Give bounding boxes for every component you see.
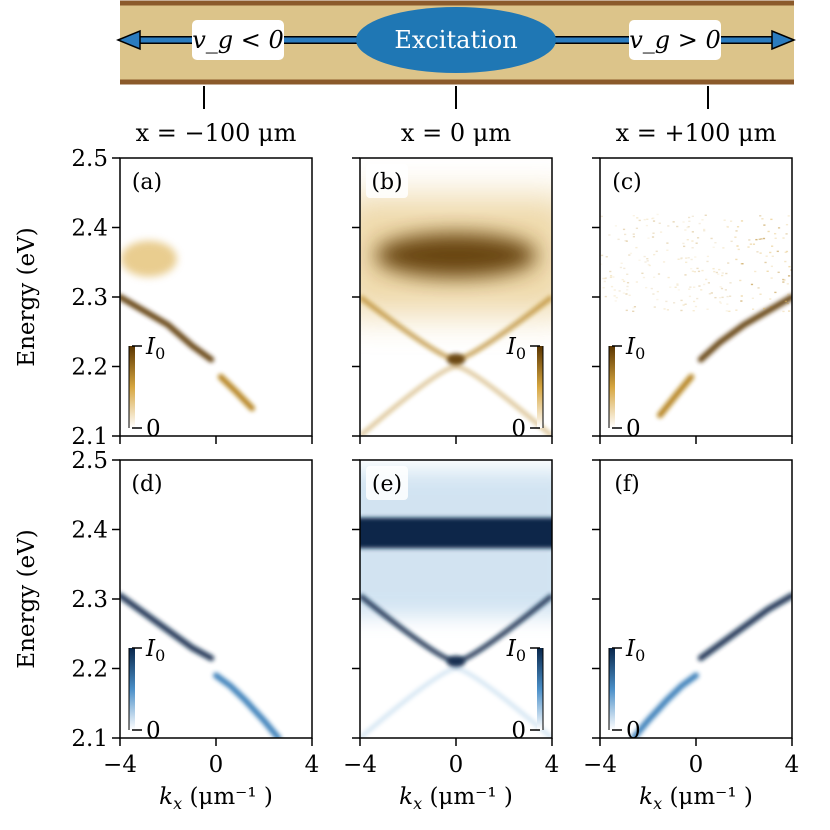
feature-c-branch-1 bbox=[657, 373, 695, 419]
heatmap-f bbox=[630, 592, 792, 738]
x-tick-label: −4 bbox=[103, 752, 137, 778]
panel-b: (b)I00 bbox=[352, 157, 553, 444]
heatmap-c bbox=[600, 213, 792, 419]
panel-label-box bbox=[606, 466, 648, 500]
heatmap-b bbox=[360, 196, 552, 436]
right-arrowhead bbox=[771, 29, 796, 51]
feature-b-band-0 bbox=[375, 233, 537, 278]
feature-f-branch-0 bbox=[697, 592, 792, 662]
position-label-center: x = 0 μm bbox=[401, 119, 511, 147]
right-label: v_g > 0 bbox=[629, 26, 721, 54]
panel-label-e: (e) bbox=[372, 472, 402, 497]
heatmap-e bbox=[360, 470, 552, 738]
y-tick-label: 2.4 bbox=[71, 216, 108, 242]
panel-label-box bbox=[606, 164, 648, 198]
x-tick-label: −4 bbox=[583, 752, 617, 778]
colorbar-min-label: 0 bbox=[626, 416, 641, 442]
y-tick-label: 2.4 bbox=[71, 518, 108, 544]
plot-area bbox=[120, 460, 312, 738]
left-label: v_g < 0 bbox=[192, 26, 284, 54]
right-label-box bbox=[629, 20, 721, 60]
feature-f-branch-1 bbox=[630, 672, 699, 738]
y-tick-label: 2.1 bbox=[71, 424, 108, 450]
panel-label-box bbox=[126, 466, 168, 500]
heatmap-a bbox=[120, 240, 255, 412]
colorbar-c: I00 bbox=[608, 334, 645, 442]
panel-c: (c) I00 bbox=[592, 157, 793, 444]
position-label-right: x = +100 μm bbox=[616, 119, 777, 147]
plot-area bbox=[600, 158, 792, 436]
x-axis-label: kx (μm⁻¹ ) bbox=[639, 784, 753, 813]
feature-a-blob-2 bbox=[120, 240, 177, 277]
panel-label-f: (f) bbox=[614, 472, 639, 497]
feature-a-branch-1 bbox=[217, 373, 255, 412]
panel-label-b: (b) bbox=[371, 170, 402, 195]
waveguide-diagram: v_g < 0 v_g > 0 Excitation x = −100 μm x… bbox=[116, 0, 796, 147]
y-tick-label: 2.5 bbox=[71, 448, 108, 474]
feature-b-inverted-V-2 bbox=[360, 364, 552, 436]
x-tick-label: 4 bbox=[305, 752, 320, 778]
feature-a-branch-0 bbox=[120, 294, 215, 363]
plot-area bbox=[600, 460, 792, 738]
plot-area bbox=[120, 158, 312, 436]
feature-d-branch-1 bbox=[213, 672, 282, 738]
panel-label-c: (c) bbox=[612, 170, 642, 195]
feature-d-branch-0 bbox=[120, 592, 215, 662]
x-axis-label: kx (μm⁻¹ ) bbox=[159, 784, 273, 813]
panel-label-a: (a) bbox=[132, 170, 162, 195]
x-tick-label: 4 bbox=[545, 752, 560, 778]
colorbar-min-label: 0 bbox=[146, 416, 161, 442]
y-tick-label: 2.3 bbox=[71, 587, 108, 613]
x-tick-label: 0 bbox=[449, 752, 464, 778]
y-axis-label: Energy (eV) bbox=[14, 227, 40, 366]
x-tick-label: 0 bbox=[689, 752, 704, 778]
feature-c-noise-2 bbox=[600, 213, 792, 313]
feature-c-branch-0 bbox=[697, 294, 792, 363]
heatmap-d bbox=[120, 592, 282, 738]
colorbar-min-label: 0 bbox=[146, 718, 161, 744]
y-tick-label: 2.2 bbox=[71, 657, 108, 683]
x-axis-label: kx (μm⁻¹ ) bbox=[399, 784, 513, 813]
left-arrowhead bbox=[116, 29, 141, 51]
y-tick-label: 2.1 bbox=[71, 726, 108, 752]
excitation-label: Excitation bbox=[394, 26, 517, 54]
x-tick-label: 0 bbox=[209, 752, 224, 778]
colorbar-min-label: 0 bbox=[511, 416, 526, 442]
y-tick-label: 2.3 bbox=[71, 285, 108, 311]
x-tick-label: −4 bbox=[343, 752, 377, 778]
colorbar-min-label: 0 bbox=[511, 718, 526, 744]
panel-f: −4 0 4 (f) I00 kx (μm⁻¹ ) bbox=[583, 459, 800, 813]
panel-label-d: (d) bbox=[131, 472, 162, 497]
panel-label-box bbox=[126, 164, 168, 198]
left-label-box bbox=[192, 20, 284, 60]
feature-e-V-1-apex bbox=[447, 655, 465, 668]
excitation-spot bbox=[356, 7, 556, 73]
feature-e-band-0 bbox=[360, 517, 552, 549]
feature-e-inverted-V-2 bbox=[360, 666, 552, 738]
y-tick-label: 2.2 bbox=[71, 355, 108, 381]
panel-label-box bbox=[366, 164, 408, 198]
x-tick-label: 4 bbox=[785, 752, 800, 778]
panel-label-box bbox=[366, 466, 408, 500]
y-tick-label: 2.5 bbox=[71, 146, 108, 172]
position-label-left: x = −100 μm bbox=[136, 119, 297, 147]
colorbar-min-label: 0 bbox=[626, 718, 641, 744]
colorbar-f: I00 bbox=[608, 636, 645, 744]
y-axis-label: Energy (eV) bbox=[14, 529, 40, 668]
